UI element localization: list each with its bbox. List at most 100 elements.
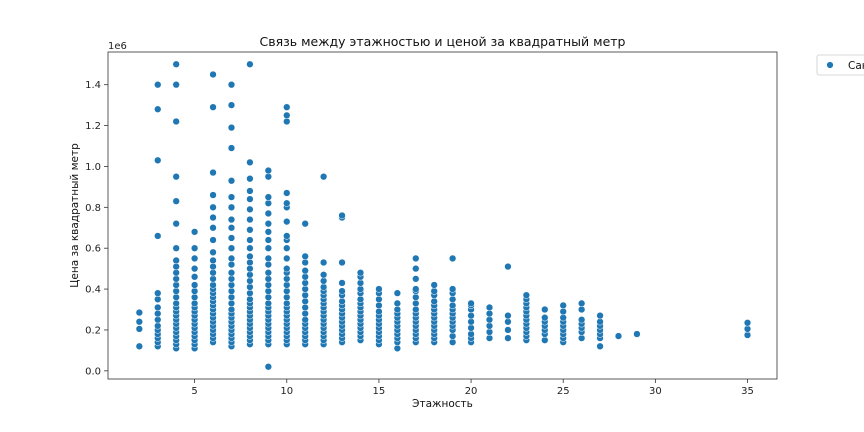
scatter-point (227, 269, 236, 277)
scatter-point (301, 252, 309, 261)
scatter-point (448, 301, 457, 310)
scatter-point (227, 81, 236, 89)
scatter-point (264, 173, 272, 181)
y-tick-label: 1.0 (85, 162, 101, 173)
scatter-point (172, 287, 180, 295)
scatter-point (596, 318, 604, 326)
scatter-point (246, 258, 254, 267)
scatter-point (319, 277, 328, 285)
scatter-point (264, 275, 272, 283)
y-tick-label: 0.8 (85, 203, 101, 214)
scatter-point (338, 287, 346, 295)
scatter-point (227, 215, 236, 224)
scatter-point (227, 144, 236, 152)
scatter-point (577, 316, 586, 324)
scatter-point (209, 256, 217, 265)
scatter-point (283, 117, 291, 126)
scatter-point (356, 269, 365, 277)
scatter-point (319, 283, 328, 291)
scatter-point (227, 123, 236, 132)
scatter-point (283, 299, 291, 308)
scatter-point (504, 311, 512, 320)
scatter-point (172, 60, 180, 68)
scatter-point (504, 262, 512, 271)
scatter-point (541, 336, 549, 344)
scatter-point (467, 299, 475, 308)
scatter-point (227, 234, 236, 242)
scatter-point (319, 258, 328, 267)
scatter-point (541, 314, 549, 322)
scatter-point (448, 295, 457, 303)
scatter-point (301, 279, 309, 287)
x-axis-title: Этажность (412, 398, 473, 410)
scatter-point (412, 299, 420, 308)
scatter-point (522, 291, 531, 299)
scatter-point (485, 316, 494, 324)
scatter-point (172, 173, 180, 181)
scatter-point (190, 281, 199, 289)
scatter-point (338, 258, 346, 267)
scatter-point (301, 258, 309, 267)
scatter-point (264, 193, 272, 201)
scatter-point (172, 262, 180, 271)
scatter-point (504, 318, 512, 326)
scatter-point (190, 299, 199, 308)
x-tick-label: 20 (465, 386, 478, 397)
scatter-point (393, 344, 402, 352)
scatter-point (154, 156, 162, 164)
y-offset-label: 1e6 (108, 41, 127, 52)
scatter-point (356, 279, 365, 287)
x-tick-label: 35 (741, 386, 754, 397)
scatter-point (172, 293, 180, 301)
scatter-point (264, 209, 272, 218)
scatter-point (301, 220, 309, 228)
scatter-point (375, 295, 383, 303)
scatter-point (448, 254, 457, 263)
scatter-point (264, 244, 272, 252)
scatter-point (190, 244, 199, 252)
scatter-point (172, 281, 180, 289)
x-axis: 5 10 15 20 25 30 35 (191, 379, 754, 397)
scatter-point (559, 314, 567, 322)
scatter-point (246, 195, 254, 203)
scatter-point (227, 177, 236, 185)
y-tick-label: 1.4 (85, 80, 101, 91)
scatter-point (412, 264, 420, 273)
legend-label: Санкт-Петербург (848, 60, 864, 72)
scatter-point (412, 275, 420, 283)
scatter-point (375, 301, 383, 310)
scatter-point (283, 103, 291, 111)
scatter-point (246, 271, 254, 279)
scatter-point (227, 287, 236, 295)
scatter-point (743, 331, 752, 339)
x-tick-label: 25 (557, 386, 570, 397)
scatter-point (577, 334, 586, 342)
scatter-point (264, 293, 272, 301)
scatter-point (190, 293, 199, 301)
scatter-point (338, 279, 346, 287)
scatter-point (209, 248, 217, 256)
scatter-point (209, 213, 217, 222)
scatter-point (227, 299, 236, 308)
scatter-point (227, 260, 236, 269)
scatter-point (283, 244, 291, 252)
scatter-point (485, 334, 494, 342)
scatter-point (412, 285, 420, 293)
scatter-point (227, 305, 236, 314)
y-tick-label: 0.4 (85, 285, 101, 296)
scatter-point (356, 295, 365, 303)
scatter-point (743, 325, 752, 333)
scatter-point (154, 81, 162, 89)
scatter-point (283, 199, 291, 207)
scatter-point (246, 244, 254, 252)
scatter-point (577, 305, 586, 314)
scatter-point (301, 309, 309, 318)
scatter-point (246, 295, 254, 303)
scatter-point (283, 287, 291, 295)
scatter-point (209, 262, 217, 271)
scatter-point (430, 287, 438, 295)
scatter-point (227, 203, 236, 211)
scatter-point (467, 324, 475, 332)
scatter-point (190, 287, 199, 295)
